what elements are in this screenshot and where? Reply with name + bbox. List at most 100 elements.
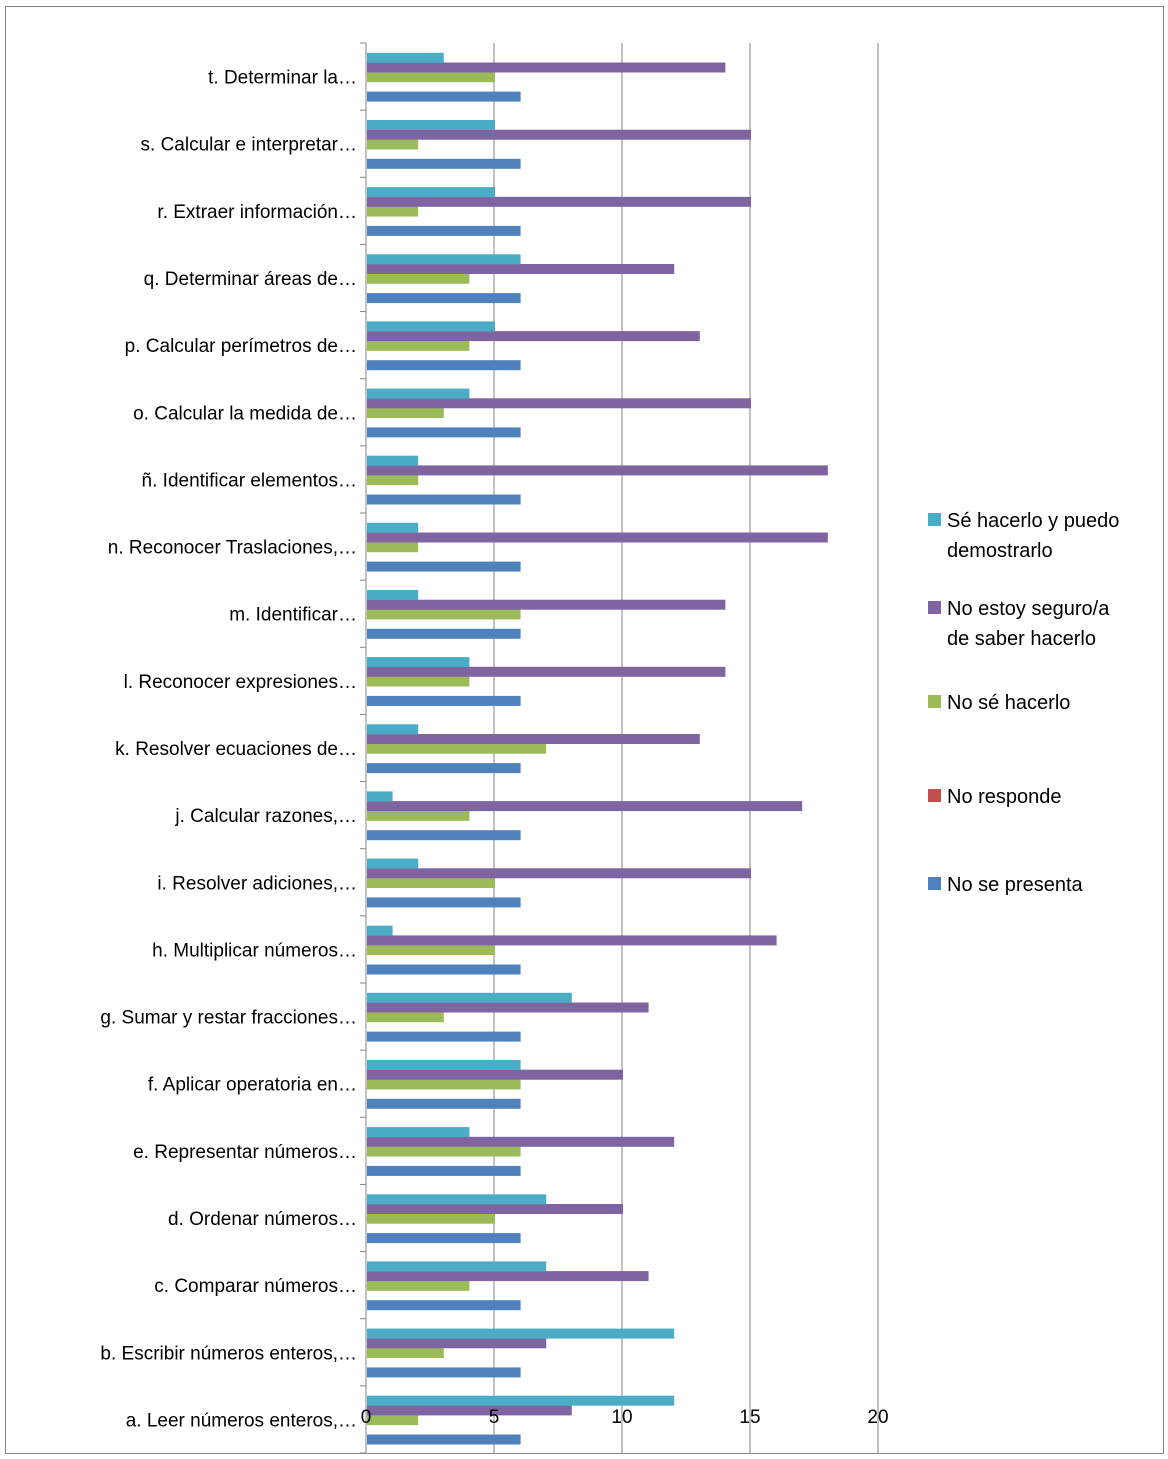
bar <box>367 1367 521 1378</box>
bar <box>367 763 521 774</box>
bar <box>367 1415 419 1426</box>
category-label: ñ. Identificar elementos… <box>142 470 357 491</box>
legend-label: No responde <box>947 786 1062 808</box>
bar <box>367 494 521 505</box>
bar <box>367 120 495 130</box>
bar <box>367 196 751 207</box>
bar <box>367 340 470 351</box>
category-label: h. Multiplicar números… <box>152 940 357 961</box>
bar <box>367 801 803 812</box>
bar <box>367 388 470 399</box>
bar <box>367 331 700 342</box>
legend-label: No estoy seguro/a de saber hacerlo <box>947 598 1110 650</box>
legend-swatch <box>928 877 941 890</box>
category-label: s. Calcular e interpretar… <box>141 135 357 156</box>
bar <box>367 532 828 543</box>
bar <box>367 139 419 150</box>
category-label: j. Calcular razones,… <box>174 806 357 827</box>
gridlines <box>493 43 879 1453</box>
legend: Sé hacerlo y puedo demostrarlo No estoy se… <box>928 510 1119 896</box>
x-tick-label: 15 <box>739 1407 760 1428</box>
category-label: c. Comparar números… <box>154 1276 357 1297</box>
bar <box>367 992 572 1003</box>
x-tick-label: 20 <box>867 1407 888 1428</box>
bar <box>367 1060 521 1070</box>
bar <box>367 62 726 73</box>
bar <box>367 1204 623 1214</box>
bar <box>367 676 470 687</box>
category-label: l. Reconocer expresiones… <box>124 672 357 693</box>
legend-swatch <box>928 513 941 526</box>
bar <box>367 830 521 841</box>
category-label: t. Determinar la… <box>208 68 357 89</box>
bar <box>367 522 419 533</box>
bar <box>367 1395 675 1406</box>
bar <box>367 72 495 83</box>
bar <box>367 360 521 371</box>
bar <box>367 1136 675 1147</box>
bar <box>367 1031 521 1042</box>
bar <box>367 91 521 102</box>
category-label: p. Calcular perímetros de… <box>125 336 357 357</box>
bar <box>367 254 521 265</box>
category-label: i. Resolver adiciones,… <box>157 873 357 894</box>
bar <box>367 293 521 304</box>
category-label: k. Resolver ecuaciones de… <box>115 739 357 760</box>
category-label: a. Leer números enteros,… <box>126 1410 357 1431</box>
category-labels: a. Leer números enteros,… b. Escribir núm… <box>100 68 357 1432</box>
bar <box>367 1165 521 1176</box>
category-label: f. Aplicar operatoria en… <box>148 1075 357 1096</box>
category-label: n. Reconocer Traslaciones,… <box>108 538 357 559</box>
bar <box>367 935 777 946</box>
bar <box>367 1213 495 1224</box>
bar <box>367 868 751 879</box>
bar <box>367 542 419 553</box>
legend-swatch <box>928 601 941 614</box>
bar <box>367 1434 521 1445</box>
bar <box>367 666 726 677</box>
bar <box>367 187 495 198</box>
category-label: b. Escribir números enteros,… <box>100 1343 357 1364</box>
bar <box>367 264 675 274</box>
bar <box>367 1079 521 1090</box>
bar <box>367 321 495 332</box>
bar <box>367 398 751 409</box>
legend-swatch <box>928 695 941 708</box>
category-label: d. Ordenar números… <box>168 1209 357 1230</box>
legend-label: No sé hacerlo <box>947 692 1070 714</box>
bar <box>367 1127 470 1138</box>
bar <box>367 734 700 744</box>
bar <box>367 657 470 668</box>
bar <box>367 599 726 610</box>
category-label: r. Extraer información… <box>157 202 357 223</box>
category-label: g. Sumar y restar fracciones… <box>100 1008 357 1029</box>
bar <box>367 427 521 438</box>
bar <box>367 628 521 639</box>
bar <box>367 1348 444 1358</box>
bar <box>367 1405 572 1416</box>
bar <box>367 1098 521 1109</box>
bar <box>367 408 444 418</box>
bar <box>367 225 521 236</box>
bar <box>367 475 419 486</box>
bar <box>367 1194 547 1205</box>
x-tick-label: 0 <box>361 1407 372 1428</box>
bar <box>367 1146 521 1157</box>
x-tick-labels: 0 5 10 15 20 <box>361 1407 889 1428</box>
bar <box>367 1271 649 1282</box>
bar <box>367 1328 675 1339</box>
legend-label: No se presenta <box>947 874 1084 896</box>
bar <box>367 1300 521 1311</box>
bar <box>367 455 419 466</box>
bar <box>367 945 495 956</box>
bar <box>367 1261 547 1272</box>
category-label: e. Representar números… <box>133 1142 357 1163</box>
x-tick-label: 10 <box>611 1407 632 1428</box>
bar <box>367 743 547 754</box>
bar <box>367 858 419 869</box>
category-label: m. Identificar… <box>229 605 357 626</box>
category-label: o. Calcular la medida de… <box>133 403 357 424</box>
bar <box>367 465 828 476</box>
x-tick-label: 5 <box>489 1407 500 1428</box>
bar <box>367 878 495 888</box>
